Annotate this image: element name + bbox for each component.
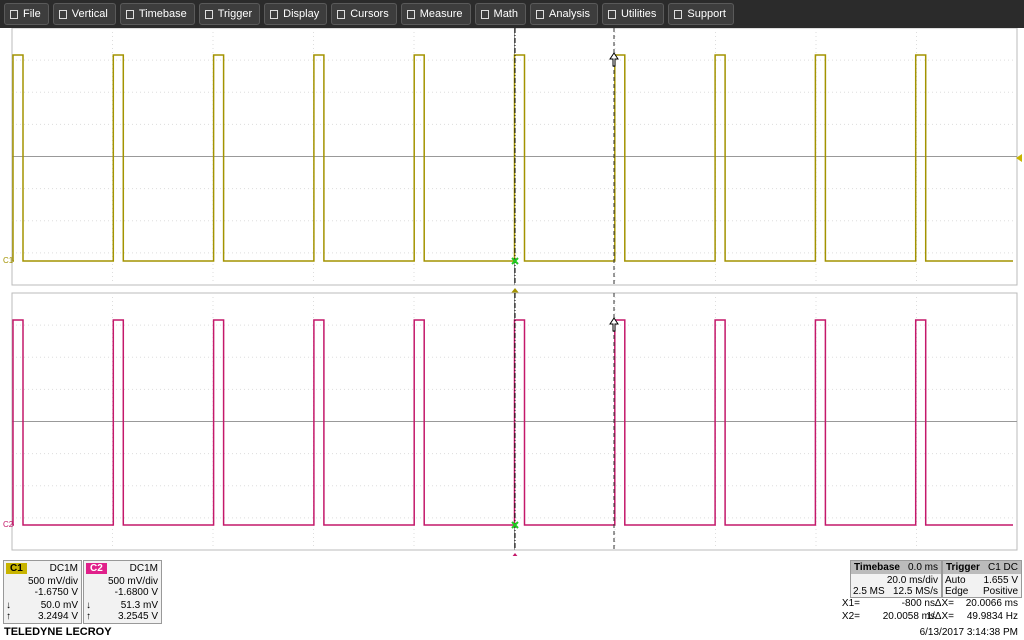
trace-label: C1 (3, 256, 14, 265)
menu-button[interactable]: Measure (400, 3, 471, 25)
level-marker (1016, 154, 1022, 162)
arrow: ↑ (6, 611, 11, 622)
icon (337, 9, 346, 19)
timebase-box: Timebase 0.0 ms 20.0 ms/div 2.5 MS 12.5 M… (850, 560, 942, 598)
icon (480, 9, 489, 19)
level: 1.655 V (983, 575, 1018, 586)
menu-button[interactable]: Timebase (119, 3, 195, 25)
slope: Positive (982, 586, 1018, 597)
menu-button[interactable]: Cursors (331, 3, 397, 25)
timebase-header: Timebase 0.0 ms (851, 561, 941, 574)
trigger-header: Trigger C1 DC (943, 561, 1021, 574)
menu-button[interactable]: Support (668, 3, 734, 25)
icon (10, 9, 18, 19)
trace-label: C2 (3, 520, 14, 529)
scale: 500 mV/div (27, 576, 78, 587)
delay: 0.0 ms (907, 562, 938, 573)
menu-button[interactable]: Trigger (198, 3, 261, 25)
waveform (12, 54, 1013, 262)
coupling: DC1M (129, 563, 158, 574)
c2-badge: C2 (86, 563, 107, 574)
menu-label: Vertical (71, 8, 108, 20)
timebase-title: Timebase (854, 562, 900, 573)
c2-box: C2 DC1M 500 mV/div -1.6800 V ↓ 51.3 mV ↑… (83, 560, 162, 624)
x1: -800 ns (901, 598, 935, 609)
trigger-marker (511, 288, 519, 293)
menu-label: Utilities (620, 8, 657, 20)
menu-button[interactable]: File (4, 3, 49, 25)
mode: Auto (945, 575, 966, 586)
icon (270, 9, 279, 19)
menu-button[interactable]: Display (264, 3, 328, 25)
menu-label: Timebase (138, 8, 187, 20)
coupling: DC1M (49, 563, 78, 574)
trigger-point (511, 257, 519, 265)
menu-button[interactable]: Math (474, 3, 526, 25)
type: Edge (945, 586, 969, 597)
icon (674, 9, 683, 19)
offset: -1.6750 V (34, 587, 78, 598)
icon (58, 9, 67, 19)
menu-label: Support (687, 8, 726, 20)
brand: TELEDYNE LECROY (4, 626, 112, 638)
min: 50.0 mV (40, 600, 78, 611)
arrow: ↑ (86, 611, 91, 622)
dx: 20.0066 ms (965, 598, 1018, 609)
inv-label: 1/ΔX= (926, 611, 954, 622)
scope-display: C1 C2 (3, 28, 1022, 556)
cursor-arrow (609, 317, 619, 332)
menu-label: Math (493, 8, 518, 20)
trigger-title: Trigger (946, 562, 980, 573)
icon (125, 9, 134, 19)
timestamp: 6/13/2017 3:14:38 PM (919, 627, 1018, 638)
menu-label: Analysis (549, 8, 590, 20)
icon (536, 9, 544, 19)
c1-box: C1 DC1M 500 mV/div -1.6750 V ↓ 50.0 mV ↑… (3, 560, 82, 624)
cursor-readout: X1= -800 ns ΔX= 20.0066 ms X2= 20.0058 m… (838, 598, 1020, 624)
menu-button[interactable]: Utilities (601, 3, 665, 25)
menu-bar: File Vertical Timebase Trigger Display Cursor… (0, 0, 1024, 28)
arrow: ↓ (86, 600, 91, 611)
waveform (12, 319, 1013, 526)
menu-button[interactable]: Vertical (52, 3, 116, 25)
x2-label: X2= (841, 611, 860, 622)
scale: 500 mV/div (107, 576, 158, 587)
max: 3.2494 V (37, 611, 78, 622)
menu-label: Display (283, 8, 320, 20)
icon (204, 9, 213, 19)
icon (406, 9, 415, 19)
x1-label: X1= (841, 598, 860, 609)
points: 2.5 MS (853, 586, 885, 597)
trigger-box: Trigger C1 DC Auto 1.655 V Edge Positive (942, 560, 1022, 598)
x2: 20.0058 ms (882, 611, 935, 622)
menu-button[interactable]: Analysis (530, 3, 598, 25)
inv: 49.9834 Hz (966, 611, 1018, 622)
cursor-arrow (609, 52, 619, 67)
tb-scale: 20.0 ms/div (886, 575, 938, 586)
rate: 12.5 MS/s (892, 586, 938, 597)
arrow: ↓ (6, 600, 11, 611)
icon (607, 9, 616, 19)
menu-label: Cursors (350, 8, 389, 20)
trigger-point (511, 521, 519, 529)
c1-badge: C1 (6, 563, 27, 574)
trigger-marker (512, 553, 518, 556)
offset: -1.6800 V (114, 587, 158, 598)
source: C1 DC (987, 562, 1018, 573)
menu-label: Measure (419, 8, 463, 20)
max: 3.2545 V (117, 611, 158, 622)
menu-label: Trigger (217, 8, 253, 20)
dx-label: ΔX= (934, 598, 954, 609)
menu-label: File (23, 8, 41, 20)
min: 51.3 mV (120, 600, 158, 611)
